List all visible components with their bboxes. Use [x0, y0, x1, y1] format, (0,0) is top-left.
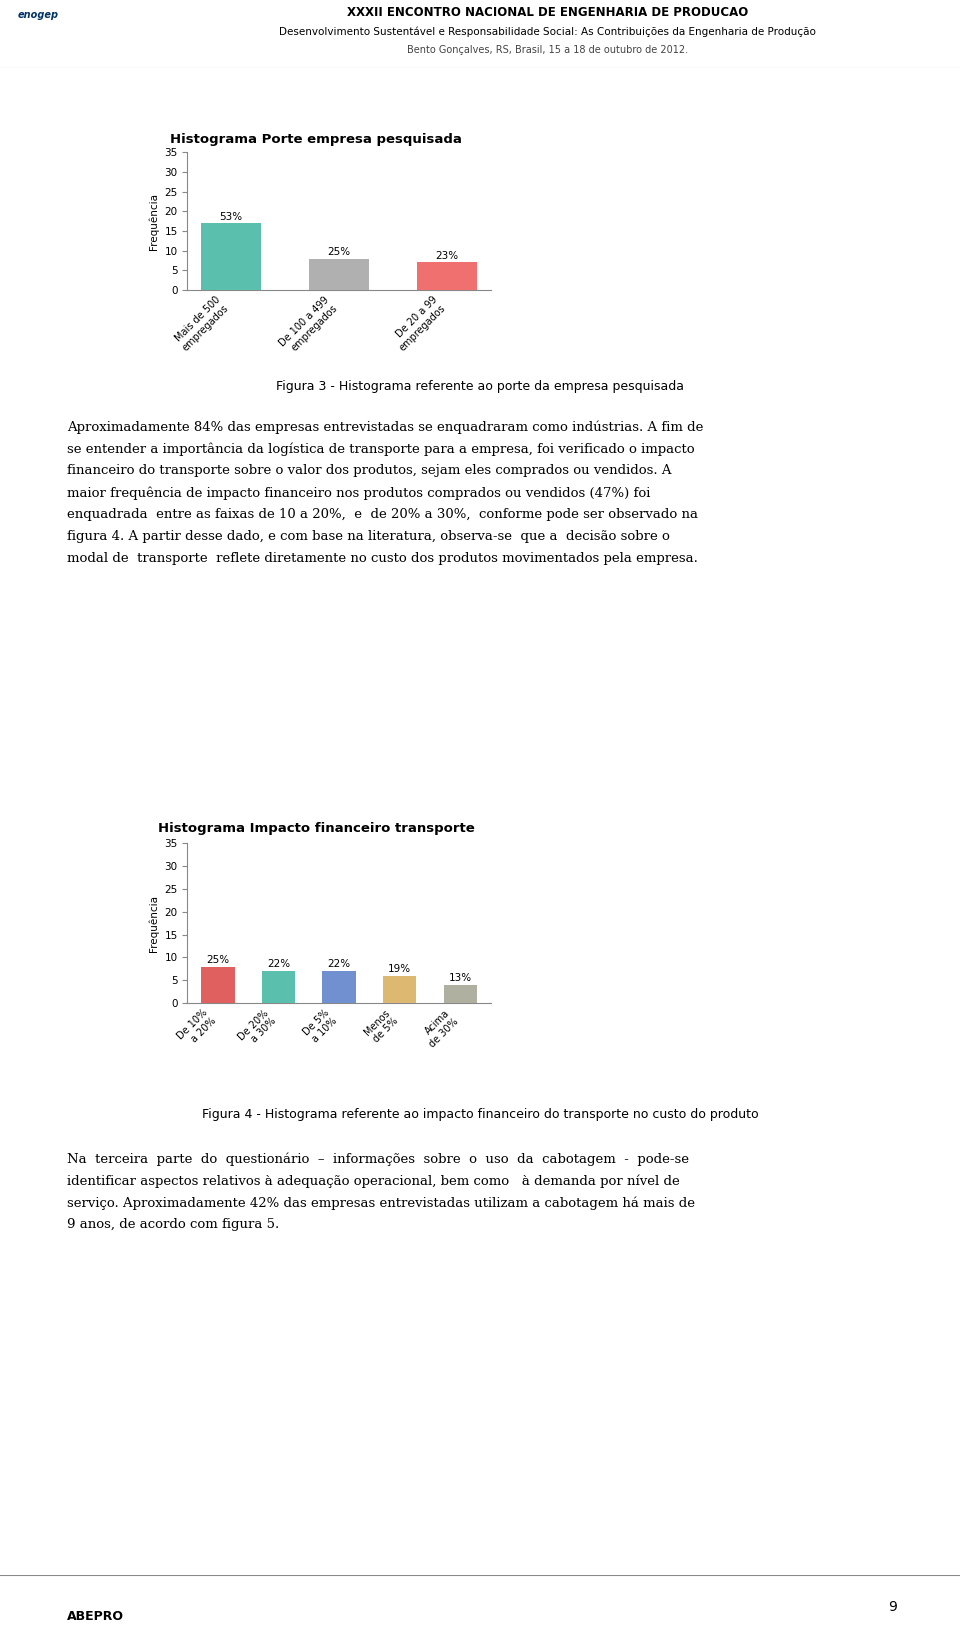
Text: 22%: 22% — [327, 960, 350, 970]
Text: 53%: 53% — [219, 212, 243, 222]
Text: Desenvolvimento Sustentável e Responsabilidade Social: As Contribuições da Engen: Desenvolvimento Sustentável e Responsabi… — [278, 26, 816, 36]
Text: enogep: enogep — [18, 10, 59, 20]
Text: 9: 9 — [888, 1600, 898, 1614]
Text: Histograma Porte empresa pesquisada: Histograma Porte empresa pesquisada — [170, 133, 463, 146]
Text: Bento Gonçalves, RS, Brasil, 15 a 18 de outubro de 2012.: Bento Gonçalves, RS, Brasil, 15 a 18 de … — [407, 46, 687, 56]
Text: modal de  transporte  reflete diretamente no custo dos produtos movimentados pel: modal de transporte reflete diretamente … — [67, 552, 698, 566]
Bar — [323, 972, 356, 1003]
Text: 13%: 13% — [448, 973, 472, 983]
Text: Aproximadamente 84% das empresas entrevistadas se enquadraram como indústrias. A: Aproximadamente 84% das empresas entrevi… — [67, 419, 704, 434]
Text: Figura 4 - Histograma referente ao impacto financeiro do transporte no custo do : Figura 4 - Histograma referente ao impac… — [202, 1108, 758, 1121]
Text: XXXII ENCONTRO NACIONAL DE ENGENHARIA DE PRODUCAO: XXXII ENCONTRO NACIONAL DE ENGENHARIA DE… — [347, 5, 748, 18]
Text: 22%: 22% — [267, 960, 290, 970]
Bar — [202, 224, 261, 289]
Text: ABEPRO: ABEPRO — [67, 1609, 124, 1623]
Text: 9 anos, de acordo com figura 5.: 9 anos, de acordo com figura 5. — [67, 1218, 279, 1231]
Text: se entender a importância da logística de transporte para a empresa, foi verific: se entender a importância da logística d… — [67, 442, 695, 455]
Y-axis label: Frequência: Frequência — [149, 192, 158, 250]
Bar — [202, 967, 234, 1003]
Text: Figura 3 - Histograma referente ao porte da empresa pesquisada: Figura 3 - Histograma referente ao porte… — [276, 380, 684, 393]
Text: serviço. Aproximadamente 42% das empresas entrevistadas utilizam a cabotagem há : serviço. Aproximadamente 42% das empresa… — [67, 1195, 695, 1210]
Text: 19%: 19% — [388, 963, 411, 973]
Text: Histograma Impacto financeiro transporte: Histograma Impacto financeiro transporte — [158, 822, 474, 835]
Y-axis label: Frequência: Frequência — [149, 894, 158, 952]
Text: enquadrada  entre as faixas de 10 a 20%,  e  de 20% a 30%,  conforme pode ser ob: enquadrada entre as faixas de 10 a 20%, … — [67, 508, 698, 521]
Bar — [418, 263, 477, 289]
Text: identificar aspectos relativos à adequação operacional, bem como   à demanda por: identificar aspectos relativos à adequaç… — [67, 1174, 680, 1187]
Bar — [383, 975, 417, 1003]
Text: 25%: 25% — [327, 247, 350, 256]
Text: financeiro do transporte sobre o valor dos produtos, sejam eles comprados ou ven: financeiro do transporte sobre o valor d… — [67, 464, 672, 477]
Text: 25%: 25% — [206, 955, 229, 965]
Bar — [309, 258, 369, 289]
Bar — [444, 985, 477, 1003]
Bar — [262, 972, 295, 1003]
Text: maior frequência de impacto financeiro nos produtos comprados ou vendidos (47%) : maior frequência de impacto financeiro n… — [67, 487, 651, 500]
Text: figura 4. A partir desse dado, e com base na literatura, observa-se  que a  deci: figura 4. A partir desse dado, e com bas… — [67, 529, 670, 543]
Text: Na  terceira  parte  do  questionário  –  informações  sobre  o  uso  da  cabota: Na terceira parte do questionário – info… — [67, 1152, 689, 1166]
Text: 23%: 23% — [436, 252, 459, 261]
